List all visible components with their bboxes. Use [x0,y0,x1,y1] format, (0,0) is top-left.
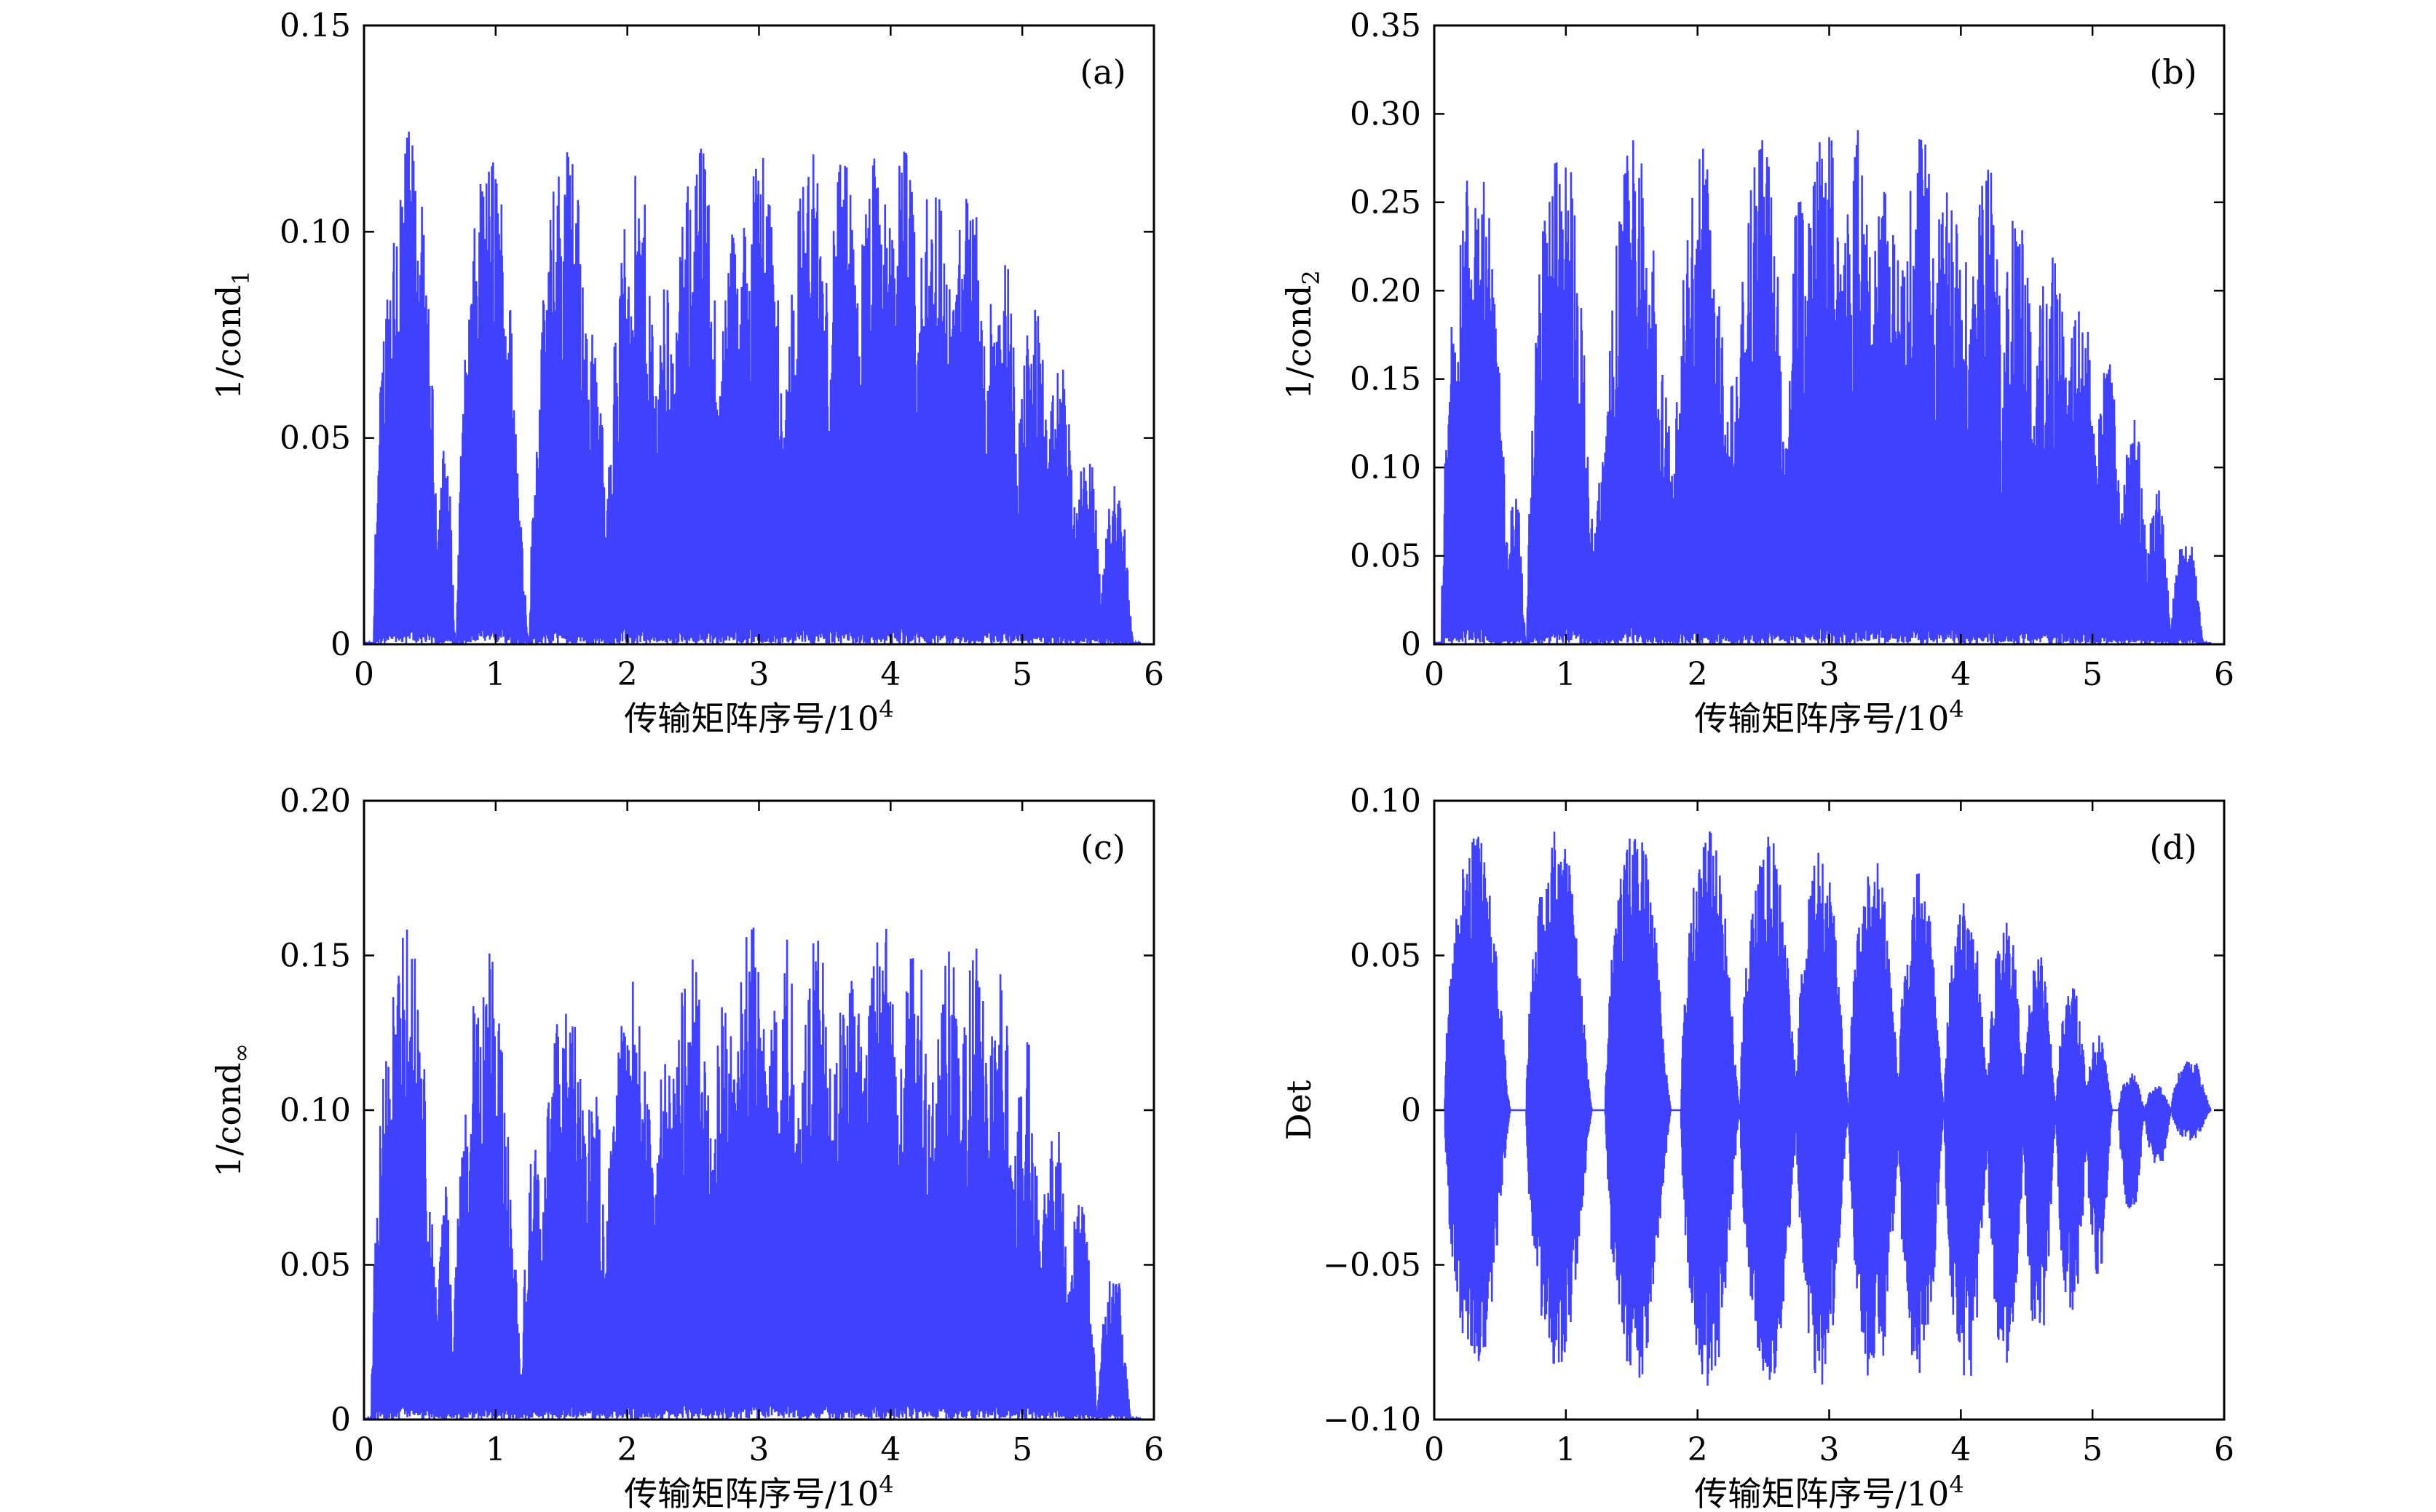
y-tick-label: 0.10 [280,213,351,250]
y-axis-title: 1/cond1 [209,270,255,400]
panel-label: (d) [2149,828,2196,867]
y-tick-label: 0 [1401,626,1421,663]
panel-c: 0 1 2 3 4 5 6 0 0.05 0.10 0.15 0.20 传输矩阵序号/104 1/cond… [209,783,1164,1512]
x-tick-label: 6 [1144,656,1164,693]
x-tick-label: 0 [354,1431,374,1468]
y-tick-label: 0.20 [280,783,351,820]
y-tick-label: 0.05 [1350,938,1421,975]
x-tick-label: 5 [2082,1431,2103,1468]
x-axis-title: 传输矩阵序号/104 [1694,695,1964,738]
x-tick-label: 4 [1950,656,1971,693]
x-tick-label: 2 [1688,1431,1708,1468]
y-tick-label: 0.05 [1350,538,1421,575]
panel-b: 0 1 2 3 4 5 6 0 0.05 0.10 0.15 0.20 0.25 0.30 0.35 传输矩阵… [1279,7,2234,738]
y-tick-label: 0 [331,626,351,663]
panel-label: (c) [1080,828,1126,867]
x-axis-title: 传输矩阵序号/104 [1694,1471,1964,1512]
y-tick-label: 0.10 [1350,449,1421,486]
x-tick-label: 5 [2082,656,2103,693]
y-tick-label: 0 [331,1401,351,1438]
y-tick-label: 0.25 [1350,184,1421,221]
series-line [364,131,1142,644]
y-tick-label: 0.35 [1350,7,1421,44]
x-tick-label: 3 [749,1431,770,1468]
x-tick-label: 6 [2214,1431,2234,1468]
y-tick-label: 0.05 [280,1247,351,1284]
y-tick-label: 0.05 [280,420,351,457]
panel-label: (b) [2149,52,2196,92]
x-tick-label: 1 [486,656,506,693]
y-axis-title: Det [1279,1080,1318,1140]
x-tick-label: 3 [1819,1431,1840,1468]
x-tick-label: 5 [1012,656,1032,693]
x-tick-label: 4 [880,656,901,693]
x-tick-label: 1 [1556,1431,1576,1468]
y-tick-label: 0 [1401,1092,1421,1129]
x-tick-label: 0 [1424,656,1444,693]
series-line [1434,130,2212,644]
x-tick-label: 6 [2214,656,2234,693]
x-tick-label: 2 [617,1431,638,1468]
x-tick-label: 2 [617,656,638,693]
x-tick-label: 1 [486,1431,506,1468]
y-tick-label: 0.15 [280,7,351,44]
y-tick-label: 0.10 [280,1092,351,1129]
x-tick-label: 4 [1950,1431,1971,1468]
series-line [1434,831,2212,1386]
x-axis-title: 传输矩阵序号/104 [624,1471,893,1512]
x-tick-label: 4 [880,1431,901,1468]
panel-d: 0 1 2 3 4 5 6 −0.10 −0.05 0 0.05 0.10 传输矩阵序号/104 Det (… [1279,783,2234,1512]
x-tick-label: 0 [1424,1431,1444,1468]
y-tick-label: 0.30 [1350,95,1421,132]
panel-a: 0 1 2 3 4 5 6 0 0.05 0.10 0.15 传输矩阵序号/104 1/cond1 (a) [209,7,1164,738]
panel-label: (a) [1080,52,1126,92]
y-tick-label: −0.10 [1323,1401,1421,1438]
x-tick-label: 2 [1688,656,1708,693]
x-tick-label: 3 [1819,656,1840,693]
x-tick-label: 0 [354,656,374,693]
x-tick-label: 5 [1012,1431,1032,1468]
x-tick-label: 1 [1556,656,1576,693]
y-axis-title: 1/cond∞ [209,1043,255,1177]
x-tick-label: 6 [1144,1431,1164,1468]
y-tick-label: 0.15 [1350,361,1421,398]
y-tick-label: 0.15 [280,938,351,975]
y-tick-label: −0.05 [1323,1247,1421,1284]
y-tick-label: 0.10 [1350,783,1421,820]
y-tick-label: 0.20 [1350,272,1421,309]
x-tick-label: 3 [749,656,770,693]
y-axis-title: 1/cond2 [1279,270,1325,400]
series-line [364,927,1142,1420]
x-axis-title: 传输矩阵序号/104 [624,695,893,738]
